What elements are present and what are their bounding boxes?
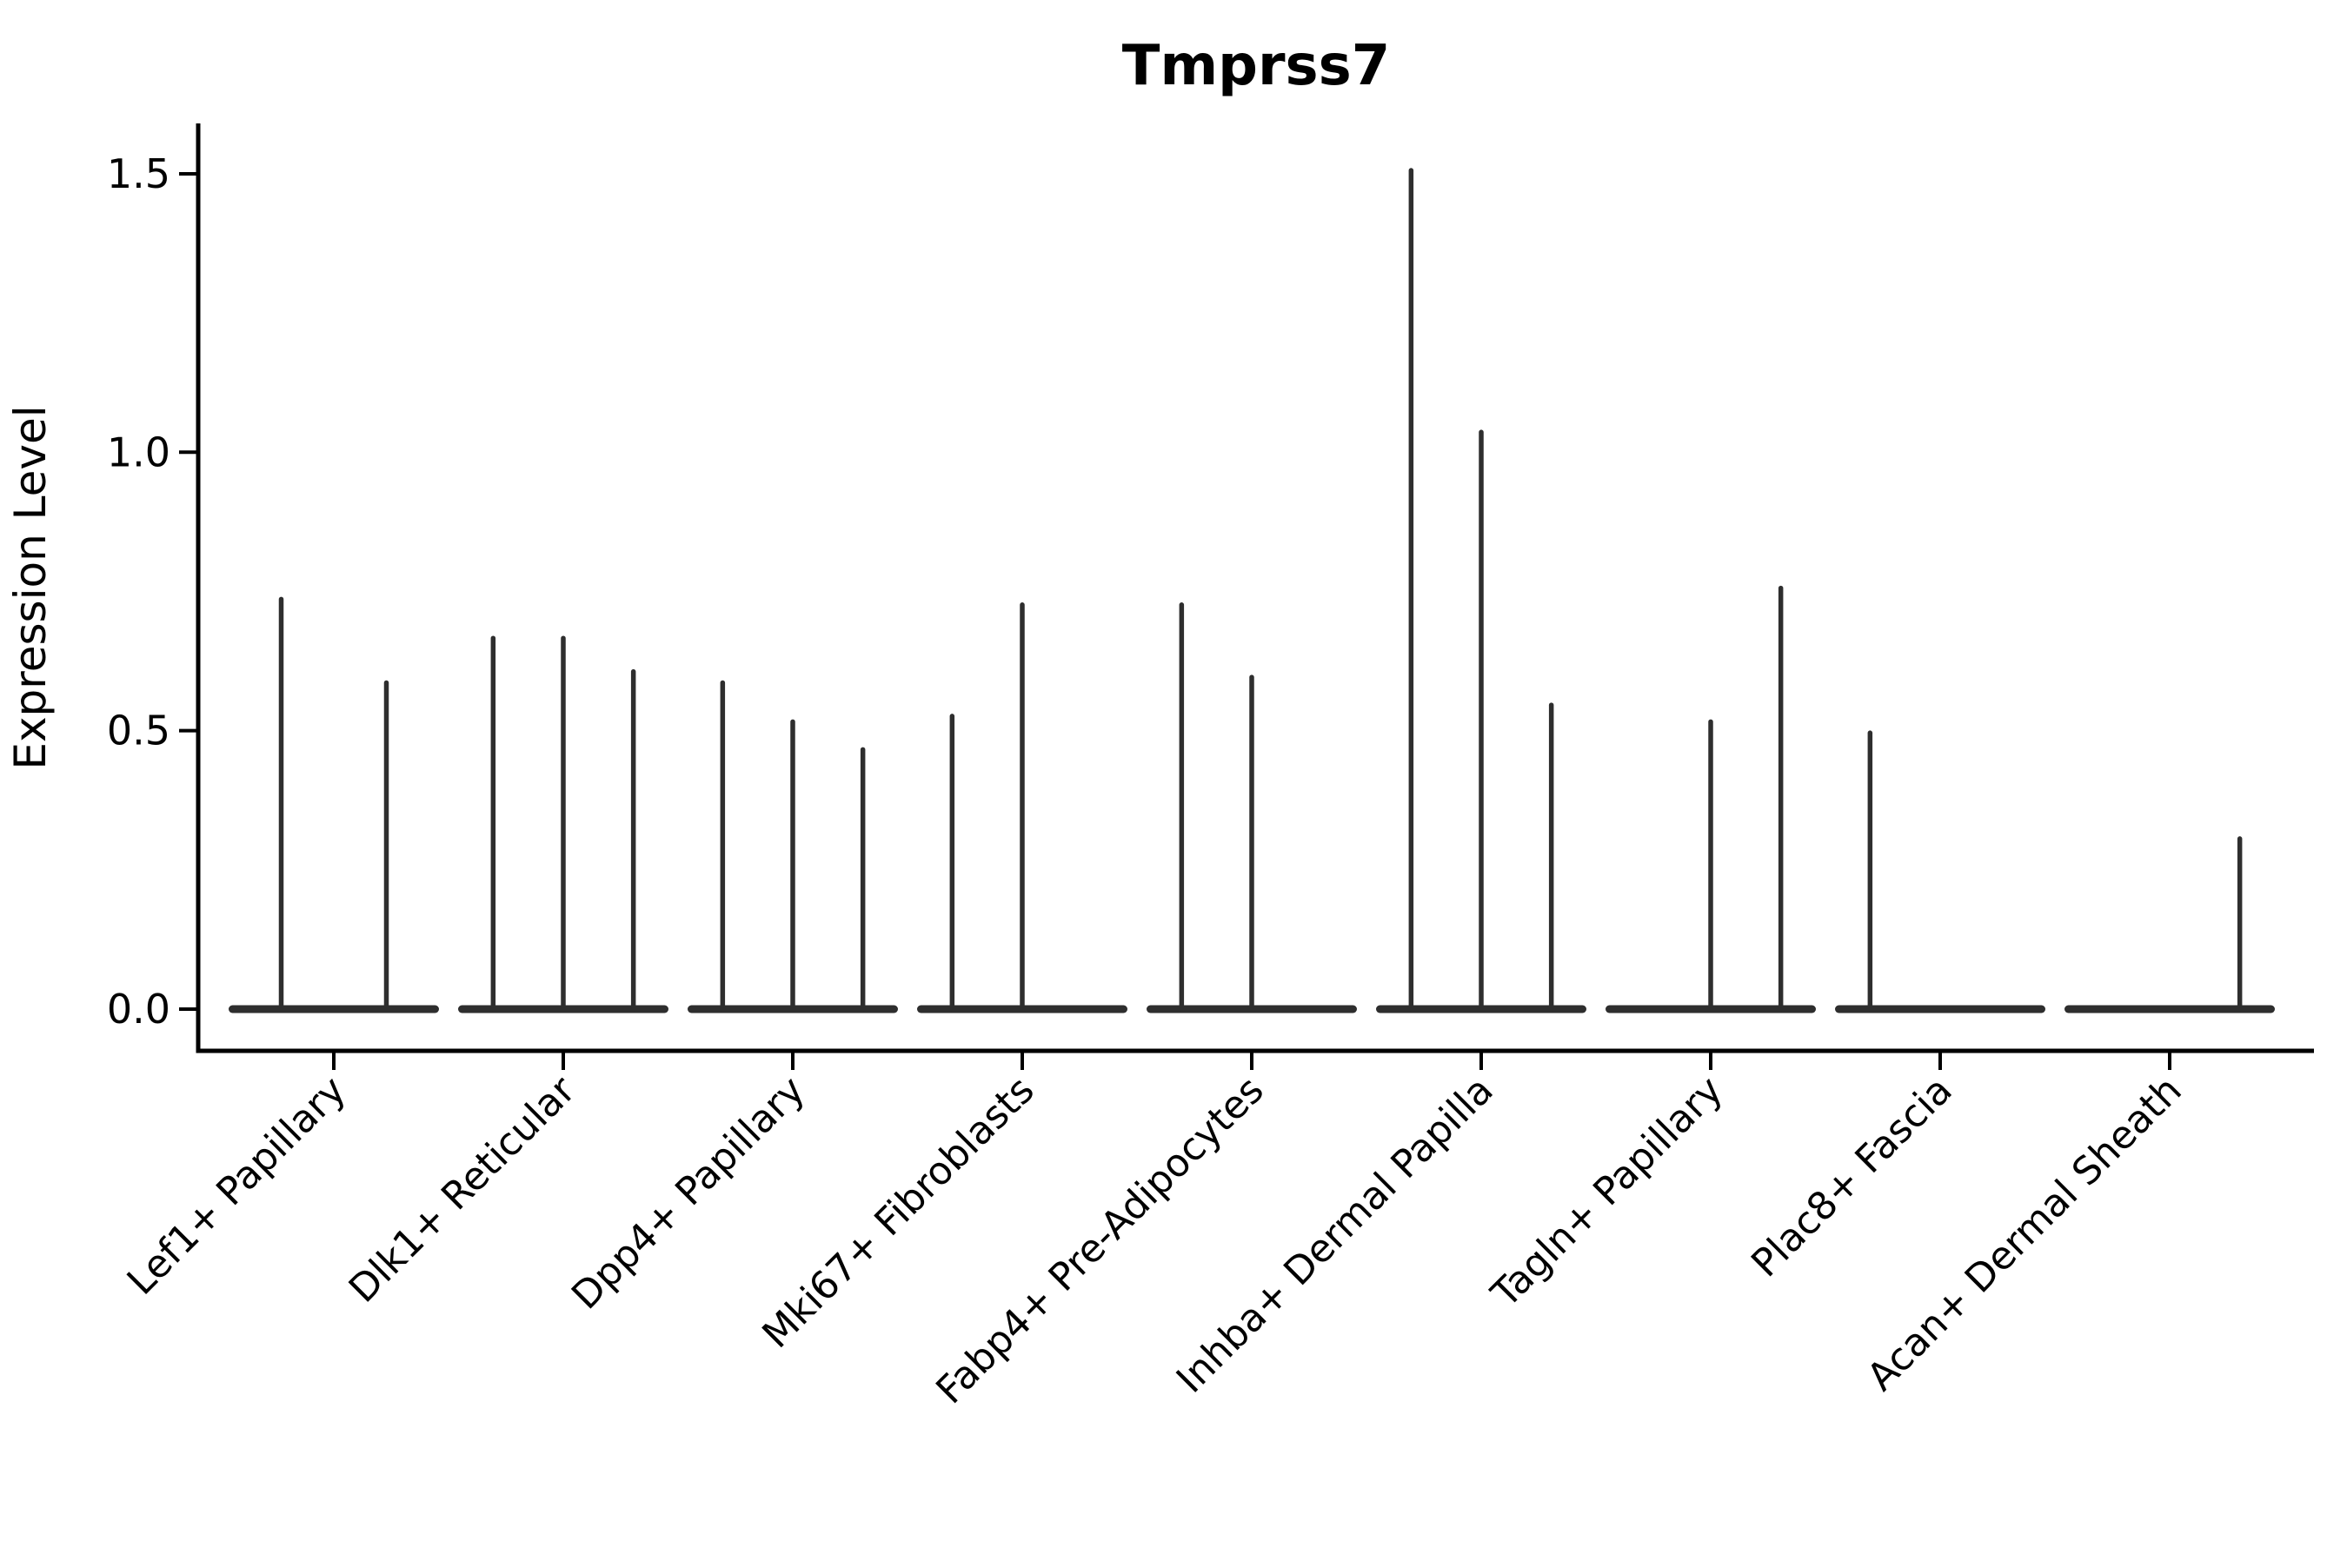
x-tick-label: Tagln+ Papillary [1483, 1068, 1732, 1317]
y-axis-label: Expression Level [5, 405, 56, 769]
y-tick-label: 1.0 [107, 429, 170, 475]
x-tick-label: Dpp4+ Papillary [563, 1068, 814, 1319]
y-tick-label: 0.0 [107, 986, 170, 1033]
y-tick-label: 1.5 [107, 150, 170, 197]
x-tick-label: Dlk1+ Reticular [341, 1067, 585, 1312]
x-tick-label: Plac8+ Fascia [1743, 1068, 1961, 1286]
plot-title: Tmprss7 [1122, 34, 1390, 98]
y-tick-label: 0.5 [107, 708, 170, 754]
violin-baseline [2064, 1005, 2275, 1013]
x-tick-label: Lef1+ Papillary [119, 1068, 355, 1304]
violin-baseline [229, 1005, 439, 1013]
violin-baseline [1835, 1005, 2045, 1013]
